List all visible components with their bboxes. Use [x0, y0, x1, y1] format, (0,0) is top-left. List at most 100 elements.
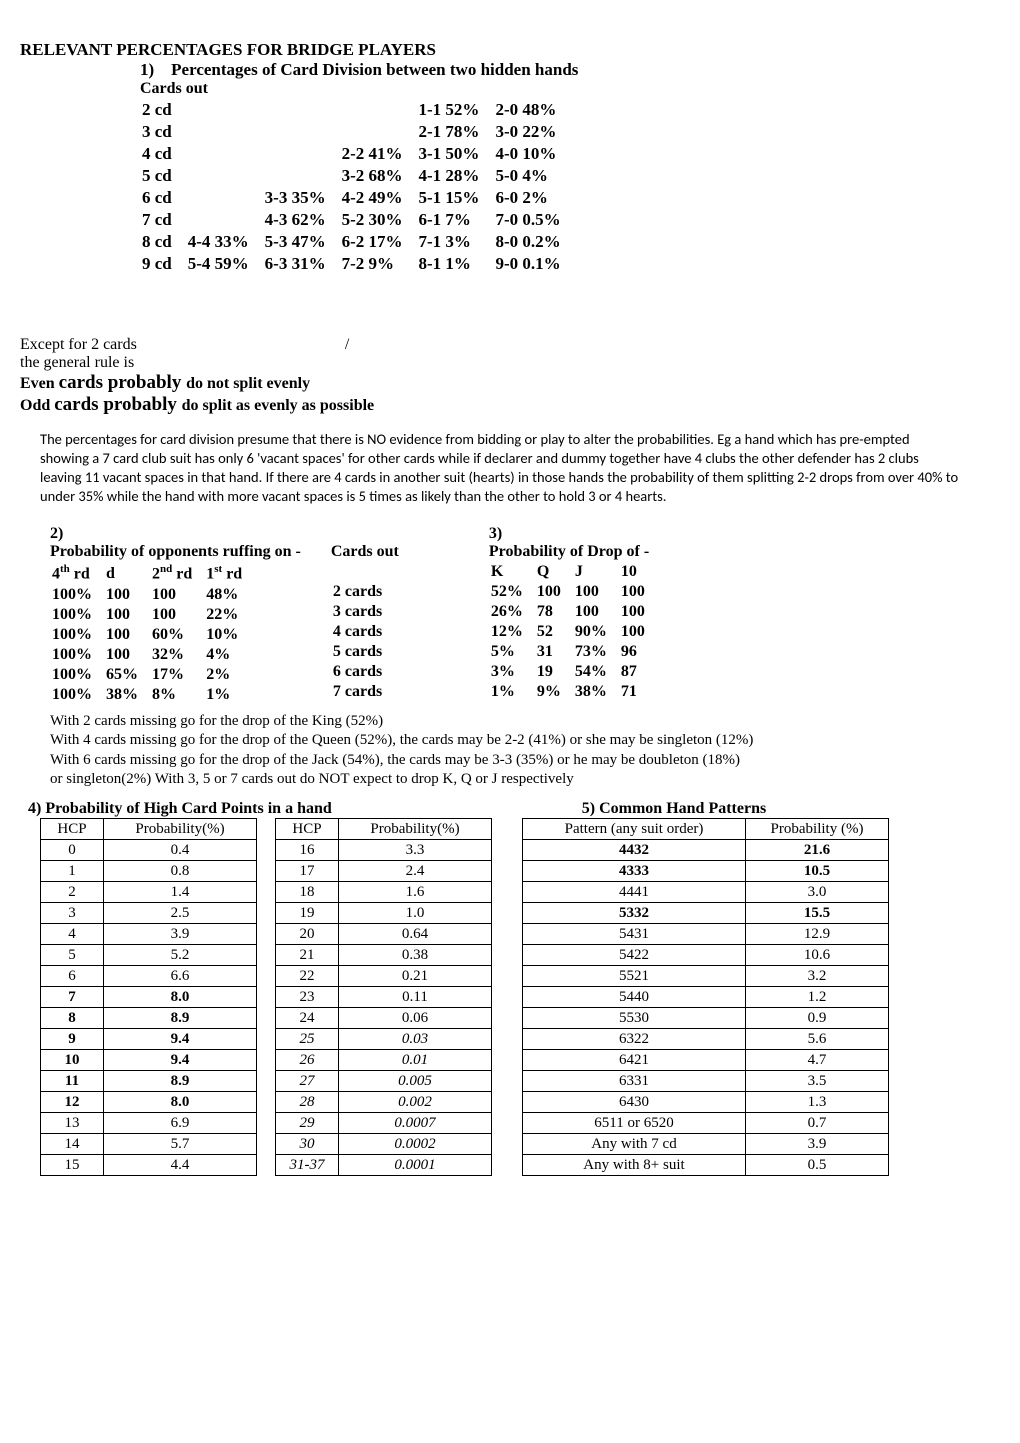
ruff-cell: 100%	[52, 586, 104, 604]
drop-cell: 5%	[491, 643, 535, 661]
hcp-cell: 0.8	[104, 860, 257, 881]
section5-title: 5) Common Hand Patterns	[582, 800, 766, 818]
pattern-cell: Any with 8+ suit	[523, 1154, 746, 1175]
cards-out-cell: 3 cards	[333, 603, 394, 621]
card-cell: 4-2 49%	[342, 188, 417, 208]
card-row-label: 4 cd	[142, 144, 186, 164]
hcp-cell: 0.0001	[339, 1154, 492, 1175]
ruff-col-header: 4th rd	[52, 563, 104, 583]
hcp-cell: 28	[276, 1091, 339, 1112]
drop-cell: 100	[621, 603, 657, 621]
card-cell: 7-2 9%	[342, 254, 417, 274]
card-cell: 6-1 7%	[419, 210, 494, 230]
pattern-header: Pattern (any suit order)	[523, 818, 746, 839]
hcp-cell: 0.38	[339, 944, 492, 965]
hcp-cell: 9.4	[104, 1049, 257, 1070]
hcp-cell: 12	[41, 1091, 104, 1112]
hcp-cell: 0.002	[339, 1091, 492, 1112]
note-line4c: do split as evenly as possible	[182, 397, 374, 414]
pattern-header: Probability (%)	[746, 818, 889, 839]
note-line1: Except for 2 cards	[20, 336, 137, 353]
card-row-label: 9 cd	[142, 254, 186, 274]
hcp-cell: 3.3	[339, 839, 492, 860]
drop-cell: 100	[621, 623, 657, 641]
drop-col-header: Q	[537, 563, 573, 581]
hcp-cell: 6	[41, 965, 104, 986]
ruff-cell: 100%	[52, 646, 104, 664]
hcp-cell: 14	[41, 1133, 104, 1154]
ruffing-table: 4th rdd2nd rd1st rd100%10010048%100%1001…	[50, 561, 256, 705]
section4-title: 4) Probability of High Card Points in a …	[28, 800, 332, 818]
card-cell: 2-1 78%	[419, 122, 494, 142]
hcp-cell: 0.4	[104, 839, 257, 860]
drop-cell: 90%	[575, 623, 619, 641]
card-row-label: 3 cd	[142, 122, 186, 142]
drop-cell: 100	[537, 583, 573, 601]
hcp-cell: 18	[276, 881, 339, 902]
explanation-paragraph: The percentages for card division presum…	[40, 430, 960, 505]
drop-cell: 52	[537, 623, 573, 641]
card-cell	[342, 122, 417, 142]
drop-cell: 31	[537, 643, 573, 661]
pattern-cell: 10.5	[746, 860, 889, 881]
hcp-cell: 0.64	[339, 923, 492, 944]
hcp-cell: 20	[276, 923, 339, 944]
ruff-cell: 17%	[152, 666, 204, 684]
note-line3c: do not split evenly	[186, 375, 310, 392]
cards-out-table: 2 cards3 cards4 cards5 cards6 cards7 car…	[331, 561, 396, 703]
sec23-note-line: or singleton(2%) With 3, 5 or 7 cards ou…	[50, 770, 1000, 790]
card-cell: 2-0 48%	[495, 100, 574, 120]
section1-subheading: Cards out	[140, 80, 1000, 98]
card-cell: 8-1 1%	[419, 254, 494, 274]
card-division-table: 2 cd1-1 52%2-0 48%3 cd2-1 78%3-0 22%4 cd…	[140, 98, 577, 276]
card-cell: 9-0 0.1%	[495, 254, 574, 274]
hcp-cell: 22	[276, 965, 339, 986]
ruff-cell: 100	[152, 606, 204, 624]
pattern-cell: 0.5	[746, 1154, 889, 1175]
card-row-label: 5 cd	[142, 166, 186, 186]
hcp-cell: 1	[41, 860, 104, 881]
hcp-cell: 8.0	[104, 986, 257, 1007]
card-cell	[265, 166, 340, 186]
card-cell	[188, 188, 263, 208]
hcp-header: Probability(%)	[104, 818, 257, 839]
card-cell: 3-1 50%	[419, 144, 494, 164]
hcp-cell: 9.4	[104, 1028, 257, 1049]
hcp-cell: 5	[41, 944, 104, 965]
hcp-cell: 1.6	[339, 881, 492, 902]
hcp-cell: 7	[41, 986, 104, 1007]
hcp-cell: 5.2	[104, 944, 257, 965]
hcp-cell: 0.11	[339, 986, 492, 1007]
hcp-cell: 23	[276, 986, 339, 1007]
hcp-cell: 0.0007	[339, 1112, 492, 1133]
note-line2: the general rule is	[20, 354, 134, 371]
section3-block: 3) Probability of Drop of - KQJ1052%1001…	[489, 525, 659, 705]
card-cell	[265, 144, 340, 164]
drop-table: KQJ1052%10010010026%7810010012%5290%1005…	[489, 561, 659, 703]
hcp-cell: 10	[41, 1049, 104, 1070]
pattern-cell: 1.3	[746, 1091, 889, 1112]
section3-heading: 3)	[489, 525, 659, 543]
card-cell: 6-3 31%	[265, 254, 340, 274]
hcp-cell: 9	[41, 1028, 104, 1049]
pattern-cell: 12.9	[746, 923, 889, 944]
ruff-cell: 2%	[206, 666, 254, 684]
ruff-cell: 100	[106, 586, 150, 604]
ruff-cell: 100%	[52, 686, 104, 704]
pattern-cell: 5.6	[746, 1028, 889, 1049]
card-row-label: 6 cd	[142, 188, 186, 208]
drop-cell: 3%	[491, 663, 535, 681]
drop-col-header: J	[575, 563, 619, 581]
cards-out-cell: 4 cards	[333, 623, 394, 641]
drop-cell: 71	[621, 683, 657, 701]
ruff-cell: 100	[106, 626, 150, 644]
drop-cell: 100	[575, 583, 619, 601]
drop-cell: 52%	[491, 583, 535, 601]
ruff-cell: 100	[106, 646, 150, 664]
pattern-cell: Any with 7 cd	[523, 1133, 746, 1154]
cards-out-cell: 7 cards	[333, 683, 394, 701]
card-cell: 7-0 0.5%	[495, 210, 574, 230]
card-row-label: 2 cd	[142, 100, 186, 120]
card-cell	[188, 100, 263, 120]
card-cell: 5-0 4%	[495, 166, 574, 186]
